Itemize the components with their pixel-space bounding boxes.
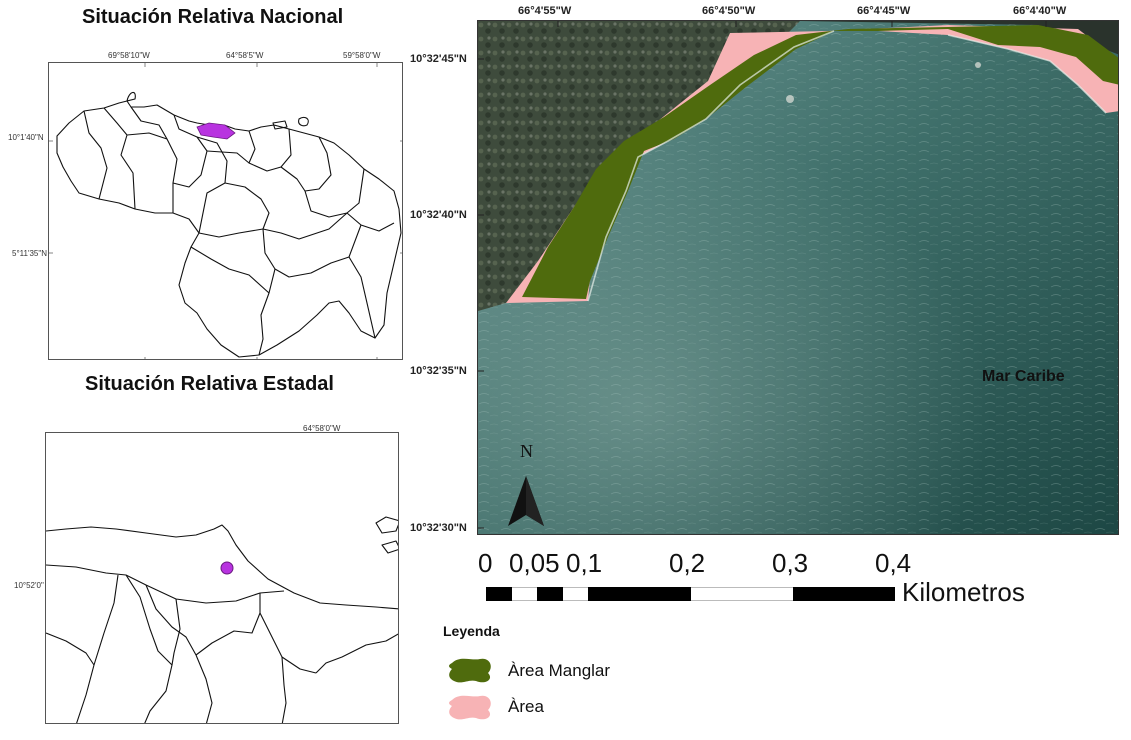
scale-segment	[512, 587, 537, 601]
legend-title: Leyenda	[443, 623, 500, 639]
scale-label-5: 0,4	[875, 548, 912, 578]
national-map-frame	[48, 62, 403, 360]
scale-label-1: 0,05	[509, 548, 560, 578]
top-coord-2: 66°4'50"W	[702, 5, 756, 17]
state-panel-title: Situación Relativa Estadal	[85, 373, 334, 395]
main-satellite-map: N Mar Caribe	[477, 20, 1119, 535]
state-outline-map	[46, 516, 398, 723]
left-coord-1: 10°32'45"N	[410, 53, 467, 65]
scale-label-2: 0,1	[566, 548, 603, 578]
manglar-polygon	[522, 25, 1118, 299]
top-coord-3: 66°4'45"W	[857, 5, 911, 17]
state-coastline	[46, 524, 398, 610]
scale-segment	[793, 587, 895, 601]
national-highlight-area	[196, 122, 236, 140]
state-top-tick-1: 64°58'0"W	[303, 424, 341, 433]
venezuela-outline-map	[49, 63, 402, 359]
state-left-tick-1: 10°52'0"	[14, 581, 44, 590]
state-location-marker	[220, 561, 234, 575]
top-coord-1: 66°4'55"W	[518, 5, 572, 17]
left-coord-4: 10°32'30"N	[410, 522, 467, 534]
national-top-tick-2: 64°58'5"W	[226, 51, 264, 60]
scale-label-0: 0	[478, 548, 493, 578]
country-outline	[56, 100, 402, 358]
scale-label-4: 0,3	[772, 548, 809, 578]
national-left-tick-2: 5°11'35"N	[12, 249, 47, 258]
scale-unit: Kilometros	[902, 577, 1025, 607]
scale-label-3: 0,2	[669, 548, 706, 578]
legend-label-manglar: Àrea Manglar	[508, 661, 611, 680]
legend-swatch-area	[449, 695, 491, 720]
left-coord-2: 10°32'40"N	[410, 209, 467, 221]
left-coord-3: 10°32'35"N	[410, 365, 467, 377]
main-map-canvas	[478, 21, 1118, 534]
national-left-tick-1: 10°1'40"N	[8, 133, 44, 142]
national-panel-title: Situación Relativa Nacional	[82, 6, 344, 28]
top-coord-4: 66°4'40"W	[1013, 5, 1067, 17]
national-top-tick-3: 59°58'0"W	[343, 51, 381, 60]
north-arrow-icon	[508, 476, 544, 526]
scale-segment	[563, 587, 588, 601]
north-label: N	[520, 441, 533, 461]
scale-segment	[486, 587, 512, 601]
scale-segment	[537, 587, 563, 601]
state-map-frame	[45, 432, 399, 724]
scale-segment	[691, 587, 793, 601]
sea-label: Mar Caribe	[982, 368, 1065, 385]
legend-swatch-manglar	[449, 658, 491, 683]
legend-label-area: Àrea	[508, 697, 544, 716]
scale-segment	[588, 587, 691, 601]
national-top-tick-1: 69°58'10"W	[108, 51, 150, 60]
